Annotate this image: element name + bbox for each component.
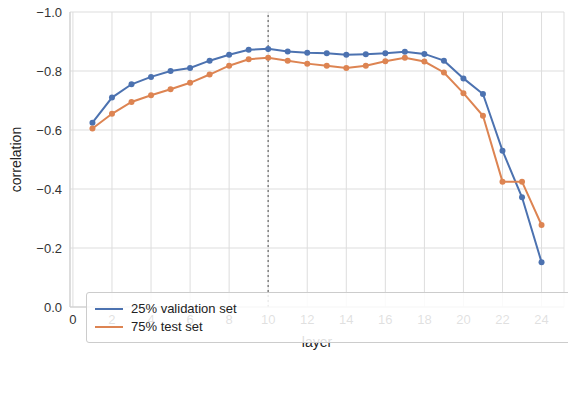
svg-text:−0.8: −0.8 — [36, 64, 62, 79]
svg-text:14: 14 — [339, 312, 353, 327]
svg-text:24: 24 — [534, 312, 548, 327]
svg-text:18: 18 — [417, 312, 431, 327]
svg-text:12: 12 — [300, 312, 314, 327]
svg-text:−1.0: −1.0 — [36, 8, 62, 20]
svg-text:10: 10 — [261, 312, 275, 327]
svg-text:4: 4 — [147, 312, 154, 327]
svg-text:0.0: 0.0 — [44, 300, 62, 315]
svg-text:6: 6 — [186, 312, 193, 327]
svg-text:20: 20 — [456, 312, 470, 327]
svg-text:−0.2: −0.2 — [36, 241, 62, 256]
svg-text:22: 22 — [495, 312, 509, 327]
svg-text:16: 16 — [378, 312, 392, 327]
svg-text:layer: layer — [302, 334, 333, 350]
svg-text:0: 0 — [69, 312, 76, 327]
svg-text:−0.4: −0.4 — [36, 182, 62, 197]
svg-text:8: 8 — [226, 312, 233, 327]
svg-text:2: 2 — [108, 312, 115, 327]
svg-text:−0.6: −0.6 — [36, 123, 62, 138]
svg-text:correlation: correlation — [8, 127, 24, 192]
